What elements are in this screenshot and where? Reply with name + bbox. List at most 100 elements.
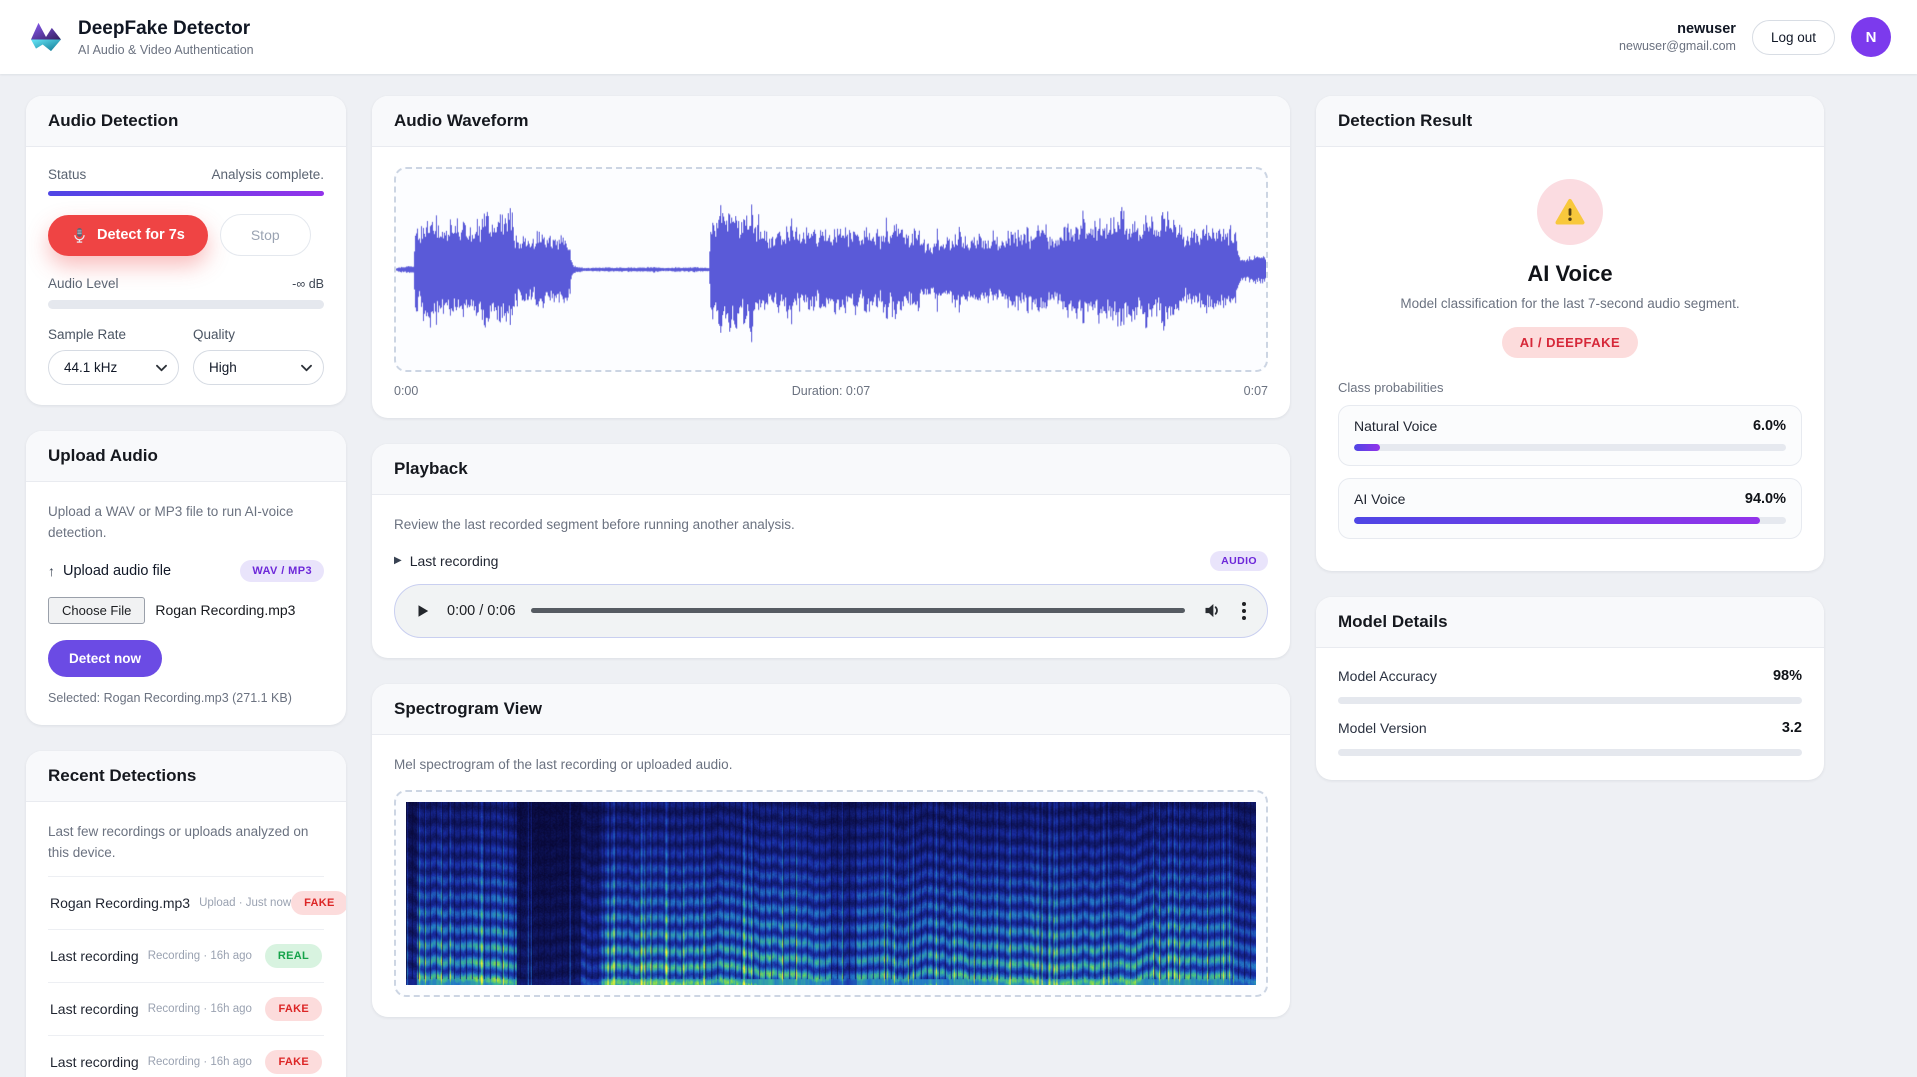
verdict-badge: FAKE	[265, 1049, 322, 1074]
upload-file-label-text: Upload audio file	[63, 562, 172, 579]
probability-label: Natural Voice	[1354, 418, 1438, 434]
stop-button[interactable]: Stop	[219, 214, 311, 256]
detection-list-item: Last recording Recording · 16h ago REAL	[48, 928, 324, 982]
detection-name: Rogan Recording.mp3	[50, 894, 191, 911]
logout-button[interactable]: Log out	[1751, 19, 1835, 55]
audio-detection-card: Audio Detection Status Analysis complete…	[26, 96, 346, 405]
quality-field: Quality High	[193, 327, 324, 385]
top-bar: DeepFake Detector AI Audio & Video Authe…	[0, 0, 1917, 74]
user-meta: newuser newuser@gmail.com	[1619, 21, 1736, 53]
waveform-time-start: 0:00	[394, 384, 419, 398]
waveform-duration: Duration: 0:07	[791, 384, 871, 398]
deepfake-badge: AI / DEEPFAKE	[1501, 327, 1639, 358]
app-subtitle: AI Audio & Video Authentication	[78, 42, 254, 57]
user-email: newuser@gmail.com	[1619, 39, 1736, 53]
probability-box: Natural Voice 6.0%	[1338, 405, 1802, 466]
playback-description: Review the last recorded segment before …	[394, 517, 795, 532]
probability-label: AI Voice	[1354, 491, 1406, 507]
detection-list-item: Last recording Recording · 16h ago FAKE	[48, 981, 324, 1035]
recent-title: Recent Detections	[26, 750, 346, 802]
probabilities-label: Class probabilities	[1338, 380, 1444, 395]
status-progress-bar	[48, 191, 324, 196]
main-content: Audio Detection Status Analysis complete…	[0, 74, 1917, 1077]
username: newuser	[1677, 21, 1736, 37]
warning-circle	[1537, 179, 1603, 245]
upload-description: Upload a WAV or MP3 file to run AI-voice…	[48, 504, 294, 540]
status-value: Analysis complete.	[211, 167, 324, 182]
verdict-badge: FAKE	[291, 890, 346, 915]
avatar[interactable]: N	[1851, 17, 1891, 57]
waveform-time-end: 0:07	[1243, 384, 1268, 398]
audio-level-meter	[48, 300, 324, 309]
volume-icon[interactable]	[1200, 598, 1225, 623]
model-detail-label: Model Version	[1338, 720, 1427, 736]
spectrogram-title: Spectrogram View	[372, 683, 1290, 735]
detection-meta: Recording · 16h ago	[147, 1002, 252, 1015]
audio-waveform-card: Audio Waveform 0:00 Duration: 0:07 0:07	[372, 96, 1290, 418]
upload-file-label: ↑ Upload audio file	[48, 563, 171, 579]
detection-list-item: Last recording Recording · 16h ago FAKE	[48, 1034, 324, 1077]
detect-button[interactable]: Detect for 7s	[48, 214, 208, 256]
model-detail-value: 98%	[1772, 668, 1802, 684]
result-title: Detection Result	[1316, 96, 1824, 147]
model-detail-bar	[1338, 697, 1802, 704]
waveform-title: Audio Waveform	[372, 96, 1290, 147]
model-detail-row: Model Version 3.2	[1338, 708, 1802, 760]
playback-title: Playback	[372, 444, 1290, 495]
upload-arrow-icon: ↑	[48, 562, 55, 579]
detection-meta: Recording · 16h ago	[147, 1055, 252, 1068]
app-logo-icon	[26, 17, 66, 57]
play-button[interactable]	[414, 602, 432, 620]
details-marker-icon[interactable]: ▶	[394, 554, 402, 566]
selected-file-name: Rogan Recording.mp3	[155, 602, 296, 619]
detect-button-label: Detect for 7s	[97, 227, 185, 243]
upload-title: Upload Audio	[26, 431, 346, 482]
detection-meta: Recording · 16h ago	[147, 949, 252, 962]
middle-column: Audio Waveform 0:00 Duration: 0:07 0:07 …	[372, 96, 1290, 1017]
detect-now-button[interactable]: Detect now	[48, 639, 163, 677]
model-title: Model Details	[1316, 597, 1824, 648]
spectrogram-container	[394, 789, 1268, 997]
format-badge: WAV / MP3	[240, 559, 324, 582]
sample-rate-select[interactable]: 44.1 kHz	[48, 350, 179, 385]
audio-badge: AUDIO	[1210, 550, 1268, 571]
player-timeline[interactable]	[530, 608, 1185, 614]
left-column: Audio Detection Status Analysis complete…	[26, 96, 346, 1077]
model-details-card: Model Details Model Accuracy 98% Model V…	[1316, 597, 1824, 780]
detection-list-item: Rogan Recording.mp3 Upload · Just now FA…	[48, 875, 346, 929]
microphone-icon	[71, 227, 88, 244]
detection-name: Last recording	[50, 1000, 139, 1017]
probability-value: 6.0%	[1752, 418, 1786, 434]
verdict-subtitle: Model classification for the last 7-seco…	[1400, 296, 1740, 311]
quality-select[interactable]: High	[193, 350, 324, 385]
probability-track	[1354, 517, 1786, 524]
selected-file-note: Selected: Rogan Recording.mp3 (271.1 KB)	[48, 690, 292, 705]
model-detail-row: Model Accuracy 98%	[1338, 656, 1802, 708]
spectrogram-card: Spectrogram View Mel spectrogram of the …	[372, 683, 1290, 1017]
probability-track	[1354, 444, 1786, 451]
playback-card: Playback Review the last recorded segmen…	[372, 444, 1290, 658]
audio-detection-title: Audio Detection	[26, 96, 346, 147]
verdict-badge: FAKE	[265, 996, 322, 1021]
recent-detections-card: Recent Detections Last few recordings or…	[26, 750, 346, 1077]
player-menu-icon[interactable]	[1240, 600, 1248, 622]
verdict-text: AI Voice	[1527, 261, 1613, 286]
right-column: Detection Result AI Voice Model classifi…	[1316, 96, 1824, 780]
spectrogram-canvas	[406, 801, 1256, 985]
spectrogram-description: Mel spectrogram of the last recording or…	[394, 756, 733, 772]
verdict-badge: REAL	[264, 943, 322, 968]
detection-name: Last recording	[50, 947, 139, 964]
recent-description: Last few recordings or uploads analyzed …	[48, 823, 309, 860]
recent-list: Rogan Recording.mp3 Upload · Just now FA…	[48, 875, 346, 1077]
probability-fill	[1354, 444, 1380, 451]
detection-meta: Upload · Just now	[199, 896, 292, 909]
warning-icon	[1554, 196, 1586, 228]
brand-text: DeepFake Detector AI Audio & Video Authe…	[78, 18, 254, 57]
choose-file-button[interactable]: Choose File	[48, 596, 146, 624]
quality-label: Quality	[193, 327, 236, 342]
model-detail-label: Model Accuracy	[1338, 668, 1437, 684]
clip-label[interactable]: Last recording	[409, 552, 499, 569]
sample-rate-label: Sample Rate	[48, 327, 127, 342]
user-area: newuser newuser@gmail.com Log out N	[1619, 17, 1891, 57]
sample-rate-field: Sample Rate 44.1 kHz	[48, 327, 179, 385]
